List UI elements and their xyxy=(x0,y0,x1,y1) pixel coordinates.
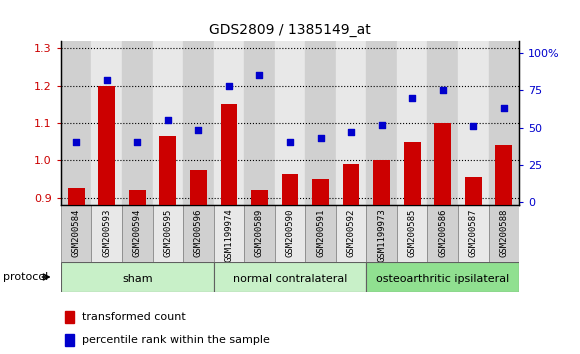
Bar xyxy=(66,334,74,346)
Point xyxy=(163,117,172,123)
Text: normal contralateral: normal contralateral xyxy=(233,274,347,284)
Text: GSM200593: GSM200593 xyxy=(102,208,111,257)
Text: GSM200587: GSM200587 xyxy=(469,208,478,257)
Bar xyxy=(183,41,213,205)
Bar xyxy=(66,312,74,323)
Text: percentile rank within the sample: percentile rank within the sample xyxy=(82,335,269,346)
Bar xyxy=(458,41,488,205)
Bar xyxy=(427,41,458,205)
Text: GSM200592: GSM200592 xyxy=(347,208,356,257)
Point xyxy=(194,128,203,133)
Bar xyxy=(367,262,519,292)
Bar xyxy=(213,205,244,262)
Bar xyxy=(244,205,275,262)
Text: sham: sham xyxy=(122,274,153,284)
Bar xyxy=(427,205,458,262)
Text: GSM200586: GSM200586 xyxy=(438,208,447,257)
Point xyxy=(377,122,386,127)
Text: GSM1199974: GSM1199974 xyxy=(224,208,233,262)
Point xyxy=(316,135,325,141)
Bar xyxy=(160,136,176,205)
Bar xyxy=(244,41,275,205)
Point xyxy=(499,105,509,111)
Bar xyxy=(190,170,206,205)
Point xyxy=(133,139,142,145)
Text: GSM200591: GSM200591 xyxy=(316,208,325,257)
Bar xyxy=(282,173,298,205)
Point xyxy=(285,139,295,145)
Point xyxy=(346,129,356,135)
Bar xyxy=(213,41,244,205)
Text: GSM200590: GSM200590 xyxy=(285,208,295,257)
Bar xyxy=(336,205,367,262)
Text: osteoarthritic ipsilateral: osteoarthritic ipsilateral xyxy=(376,274,509,284)
Bar xyxy=(312,179,329,205)
Text: GSM200588: GSM200588 xyxy=(499,208,508,257)
Text: GSM200594: GSM200594 xyxy=(133,208,142,257)
Text: transformed count: transformed count xyxy=(82,312,185,322)
Point xyxy=(469,123,478,129)
Bar xyxy=(343,164,360,205)
Bar xyxy=(434,123,451,205)
Bar xyxy=(367,205,397,262)
Text: GSM200589: GSM200589 xyxy=(255,208,264,257)
Bar xyxy=(367,41,397,205)
Bar xyxy=(397,205,427,262)
Bar xyxy=(336,41,367,205)
Bar xyxy=(465,177,481,205)
Bar xyxy=(458,205,488,262)
Bar xyxy=(374,160,390,205)
Bar xyxy=(61,262,213,292)
Bar xyxy=(495,145,512,205)
Text: GSM200595: GSM200595 xyxy=(164,208,172,257)
Bar xyxy=(122,205,153,262)
Bar xyxy=(68,188,85,205)
Bar xyxy=(129,190,146,205)
Bar xyxy=(275,205,305,262)
Bar xyxy=(122,41,153,205)
Bar xyxy=(61,205,92,262)
Point xyxy=(224,83,234,88)
Point xyxy=(438,87,447,93)
Point xyxy=(102,77,111,82)
Bar xyxy=(305,205,336,262)
Bar xyxy=(251,190,268,205)
Text: protocol: protocol xyxy=(3,272,48,282)
Text: GSM1199973: GSM1199973 xyxy=(377,208,386,262)
Bar xyxy=(61,41,92,205)
Bar xyxy=(92,205,122,262)
Text: GSM200584: GSM200584 xyxy=(72,208,81,257)
Text: GSM200596: GSM200596 xyxy=(194,208,203,257)
Bar xyxy=(397,41,427,205)
Bar xyxy=(92,41,122,205)
Bar xyxy=(220,104,237,205)
Point xyxy=(408,95,417,101)
Bar xyxy=(153,205,183,262)
Bar xyxy=(488,41,519,205)
Title: GDS2809 / 1385149_at: GDS2809 / 1385149_at xyxy=(209,23,371,37)
Point xyxy=(71,139,81,145)
Bar xyxy=(404,142,420,205)
Bar xyxy=(213,262,367,292)
Bar xyxy=(275,41,305,205)
Text: GSM200585: GSM200585 xyxy=(408,208,416,257)
Bar xyxy=(183,205,213,262)
Bar xyxy=(305,41,336,205)
Point xyxy=(255,72,264,78)
Bar xyxy=(99,86,115,205)
Bar xyxy=(153,41,183,205)
Bar xyxy=(488,205,519,262)
